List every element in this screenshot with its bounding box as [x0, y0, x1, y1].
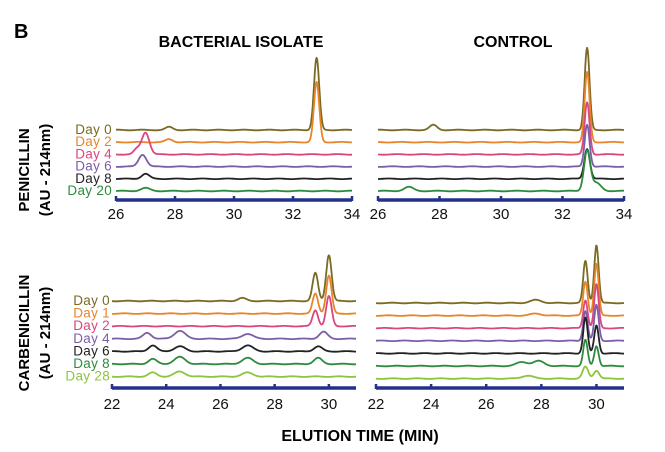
- series-trace: [375, 283, 625, 330]
- x-tick-label: 24: [158, 396, 175, 413]
- x-tick-label: 30: [226, 206, 243, 223]
- series-trace: [115, 81, 353, 144]
- series-trace: [111, 254, 357, 303]
- panel-title-control: CONTROL: [473, 34, 552, 51]
- legend-day-label: Day 6: [75, 159, 112, 174]
- legend-day-label: Day 0: [73, 293, 110, 308]
- x-tick-label: 28: [266, 396, 283, 413]
- series-trace: [111, 370, 357, 378]
- panel-letter: B: [14, 21, 28, 43]
- chart-panel-1: 26 28 30 32 34: [370, 46, 633, 223]
- x-tick-label: 30: [321, 396, 338, 413]
- series-trace: [375, 244, 625, 305]
- row-unit-carbenicillin: (AU - 214nm): [37, 287, 54, 380]
- x-tick-label: 34: [344, 206, 361, 223]
- series-trace: [115, 56, 353, 132]
- x-tick-label: 30: [493, 206, 510, 223]
- x-axis-label: ELUTION TIME (MIN): [281, 428, 438, 445]
- legend-day-label: Day 8: [73, 356, 110, 371]
- series-trace: [375, 316, 625, 355]
- row-label-penicillin: PENICILLIN: [16, 128, 33, 211]
- series-trace: [111, 295, 357, 328]
- series-trace: [377, 71, 625, 144]
- series-trace: [111, 330, 357, 340]
- x-tick-label: 22: [104, 396, 121, 413]
- legend-day-label: Day 28: [65, 369, 110, 384]
- series-trace: [111, 355, 357, 366]
- legend-day-label: Day 6: [73, 343, 110, 358]
- series-trace: [111, 344, 357, 353]
- legend-day-label: Day 2: [73, 318, 110, 333]
- series-trace: [375, 338, 625, 368]
- x-tick-label: 22: [368, 396, 385, 413]
- series-trace: [111, 274, 357, 315]
- legend-day-label: Day 4: [73, 331, 110, 346]
- x-tick-label: 32: [285, 206, 302, 223]
- series-trace: [375, 303, 625, 342]
- series-trace: [115, 172, 353, 180]
- x-tick-label: 34: [616, 206, 633, 223]
- chart-panel-3: 22 24 26 28 30: [368, 244, 625, 413]
- series-trace: [115, 154, 353, 168]
- x-tick-label: 32: [554, 206, 571, 223]
- panel-title-bacterial: BACTERIAL ISOLATE: [159, 34, 324, 51]
- series-trace: [375, 262, 625, 317]
- series-trace: [115, 131, 353, 156]
- row-label-carbenicillin: CARBENICILLIN: [16, 275, 33, 392]
- x-tick-label: 26: [478, 396, 495, 413]
- series-trace: [377, 46, 625, 132]
- series-trace: [377, 101, 625, 156]
- legend-day-label: Day 0: [75, 122, 112, 137]
- x-tick-label: 28: [431, 206, 448, 223]
- legend-day-label: Day 2: [75, 134, 112, 149]
- legend-day-label: Day 4: [75, 146, 112, 161]
- x-tick-label: 24: [423, 396, 440, 413]
- series-trace: [115, 186, 353, 193]
- x-tick-label: 26: [370, 206, 387, 223]
- legend-day-label: Day 20: [67, 183, 112, 198]
- legend-day-label: Day 8: [75, 171, 112, 186]
- x-tick-label: 28: [167, 206, 184, 223]
- x-tick-label: 26: [212, 396, 229, 413]
- series-trace: [377, 149, 625, 193]
- series-trace: [375, 365, 625, 380]
- series-trace: [377, 123, 625, 168]
- x-tick-label: 26: [108, 206, 125, 223]
- x-tick-label: 30: [588, 396, 605, 413]
- x-tick-label: 28: [533, 396, 550, 413]
- row-unit-penicillin: (AU - 214nm): [37, 124, 54, 217]
- legend-day-label: Day 1: [73, 306, 110, 321]
